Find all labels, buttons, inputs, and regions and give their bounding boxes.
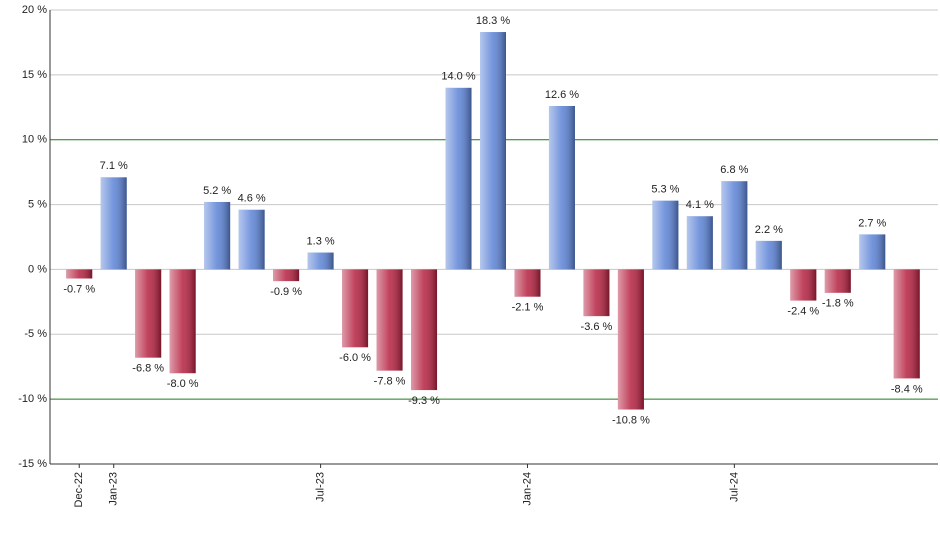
bar-shade xyxy=(273,269,300,282)
value-label: -9.3 % xyxy=(408,395,440,407)
bar-shade xyxy=(238,209,265,270)
y-tick-label: -10 % xyxy=(18,393,47,405)
value-label: 7.1 % xyxy=(100,160,128,172)
bar-shade xyxy=(755,240,782,270)
bar-shade xyxy=(824,269,851,293)
bar-shade xyxy=(376,269,403,371)
bar-shade xyxy=(342,269,369,348)
y-tick-label: 10 % xyxy=(22,134,47,146)
bar-shade xyxy=(686,216,713,270)
bar-shade xyxy=(514,269,541,297)
y-tick-label: -15 % xyxy=(18,458,47,470)
value-label: -7.8 % xyxy=(374,376,406,388)
value-label: 14.0 % xyxy=(441,71,475,83)
bar-shade xyxy=(204,201,231,270)
value-label: 12.6 % xyxy=(545,89,579,101)
value-label: 2.2 % xyxy=(755,224,783,236)
x-tick-label: Jan-24 xyxy=(521,472,533,506)
value-label: -6.0 % xyxy=(339,352,371,364)
value-label: -1.8 % xyxy=(822,298,854,310)
value-label: 4.6 % xyxy=(238,193,266,205)
value-label: -0.9 % xyxy=(270,286,302,298)
value-label: 1.3 % xyxy=(307,235,335,247)
value-label: 6.8 % xyxy=(720,164,748,176)
bar-shade xyxy=(583,269,610,317)
bar-shade xyxy=(721,181,748,270)
bar-shade xyxy=(548,105,575,270)
x-tick-label: Jul-23 xyxy=(315,472,327,502)
bar-shade xyxy=(893,269,920,379)
value-label: -2.1 % xyxy=(512,302,544,314)
value-label: -8.0 % xyxy=(167,378,199,390)
value-label: -8.4 % xyxy=(891,383,923,395)
value-label: -2.4 % xyxy=(787,305,819,317)
bar-shade xyxy=(617,269,644,410)
bar-shade xyxy=(480,32,506,270)
bar-shade xyxy=(169,269,196,374)
bar-shade xyxy=(100,177,127,270)
bar-shade xyxy=(411,269,438,391)
y-tick-label: 20 % xyxy=(22,4,47,16)
x-tick-label: Jan-23 xyxy=(108,472,120,506)
bar-shade xyxy=(652,200,679,270)
bar-shade xyxy=(859,234,886,270)
bar-shade xyxy=(135,269,162,358)
bar-shade xyxy=(790,269,817,301)
value-label: -3.6 % xyxy=(581,321,613,333)
y-tick-label: -5 % xyxy=(24,328,47,340)
value-label: -10.8 % xyxy=(612,414,650,426)
value-label: 2.7 % xyxy=(858,217,886,229)
value-label: 18.3 % xyxy=(476,15,510,27)
value-label: 4.1 % xyxy=(686,199,714,211)
y-tick-label: 5 % xyxy=(28,198,47,210)
value-label: -0.7 % xyxy=(63,283,95,295)
value-label: 5.2 % xyxy=(203,185,231,197)
value-label: -6.8 % xyxy=(132,363,164,375)
x-tick-label: Dec-22 xyxy=(73,472,85,507)
bar-shade xyxy=(66,269,93,279)
bar-shade xyxy=(445,87,472,270)
y-tick-label: 15 % xyxy=(22,69,47,81)
bar-shade xyxy=(307,252,334,270)
y-tick-label: 0 % xyxy=(28,263,47,275)
x-tick-label: Jul-24 xyxy=(728,472,740,502)
value-label: 5.3 % xyxy=(651,184,679,196)
